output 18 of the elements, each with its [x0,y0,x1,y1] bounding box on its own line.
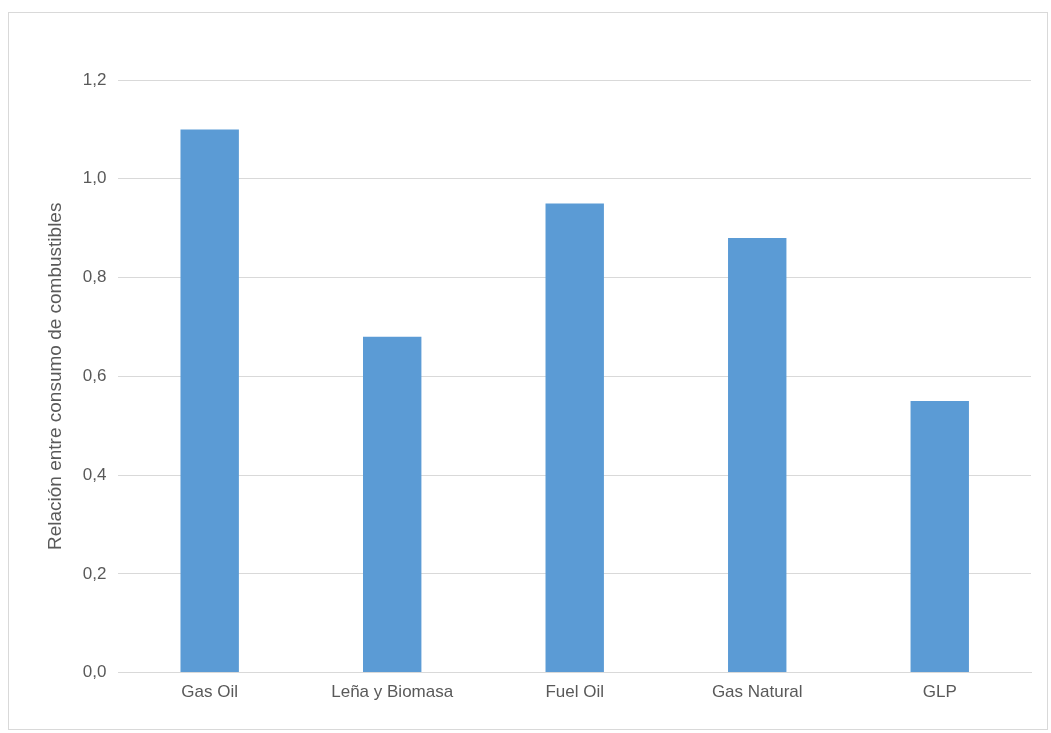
bar [363,336,422,673]
x-tick-label: Fuel Oil [545,682,605,702]
bar [910,400,969,673]
y-tick-label: 0,0 [82,662,107,682]
x-tick-label: Gas Natural [711,682,803,702]
y-tick-label: 0,8 [82,267,107,287]
bar [545,203,604,673]
bar [728,238,787,673]
y-tick-label: 1,2 [82,69,107,89]
y-tick-label: 0,4 [82,464,107,484]
bar [180,129,239,673]
y-axis-title: Relación entre consumo de combustibles [43,202,65,551]
y-tick-label: 0,2 [82,563,107,583]
x-tick-label: Leña y Biomasa [331,682,454,702]
y-tick-label: 0,6 [82,365,107,385]
x-tick-label: GLP [922,682,957,702]
x-tick-label: Gas Oil [181,682,239,702]
y-tick-label: 1,0 [82,168,107,188]
